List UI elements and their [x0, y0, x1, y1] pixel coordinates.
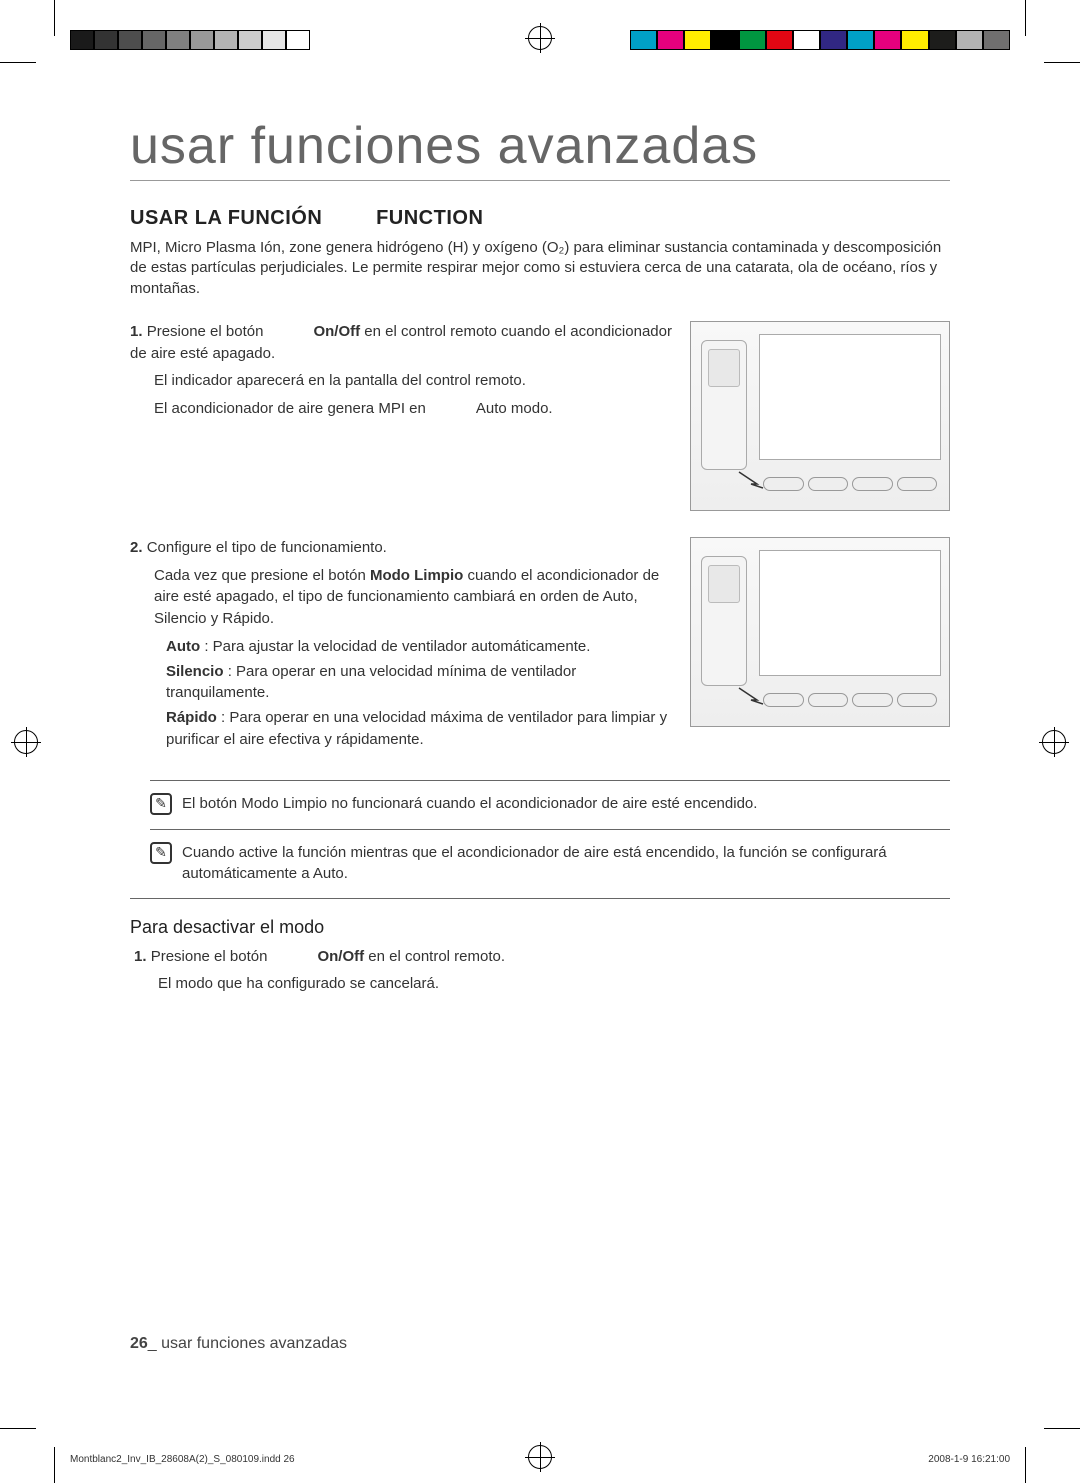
main-title: usar funciones avanzadas — [130, 116, 950, 181]
crop-mark — [1025, 0, 1026, 36]
note-2-text: Cuando active la función mientras que el… — [182, 842, 950, 884]
page-footer: 26_ usar funciones avanzadas — [130, 1335, 347, 1353]
swatch — [874, 30, 901, 50]
step-number: 1. — [130, 323, 143, 340]
imprint-date: 2008-1-9 16:21:00 — [928, 1454, 1010, 1465]
pointer-arrow-icon — [737, 686, 765, 706]
crop-mark — [0, 1428, 36, 1429]
page-number: 26 — [130, 1335, 148, 1352]
swatch — [793, 30, 820, 50]
gray-calibration-bar — [70, 30, 310, 50]
note-icon: ✎ — [150, 842, 172, 864]
crop-mark — [1044, 62, 1080, 63]
section-heading: USAR LA FUNCIÓN FUNCTION — [130, 207, 950, 230]
registration-mark-icon — [14, 730, 38, 754]
deactivate-steps: 1. Presione el botón On/Off en el contro… — [134, 946, 950, 996]
swatch — [142, 30, 166, 50]
mode-list: Auto : Para ajustar la velocidad de vent… — [166, 636, 672, 751]
intro-paragraph: MPI, Micro Plasma Ión, zone genera hidró… — [130, 238, 950, 299]
swatch — [983, 30, 1010, 50]
swatch — [956, 30, 983, 50]
swatch — [70, 30, 94, 50]
ac-unit-icon — [759, 334, 941, 460]
swatch — [286, 30, 310, 50]
note-icon: ✎ — [150, 793, 172, 815]
deactivate-heading: Para desactivar el modo — [130, 898, 950, 938]
swatch — [847, 30, 874, 50]
remote-icon — [701, 556, 747, 686]
imprint-filename: Montblanc2_Inv_IB_28608A(2)_S_080109.ind… — [70, 1454, 295, 1465]
pointer-arrow-icon — [737, 470, 765, 490]
swatch — [190, 30, 214, 50]
heading-part-b: FUNCTION — [376, 207, 483, 229]
swatch — [214, 30, 238, 50]
crop-mark — [54, 1447, 55, 1483]
swatch — [630, 30, 657, 50]
color-calibration-bar — [630, 30, 1010, 50]
swatch — [118, 30, 142, 50]
note-1-text: El botón Modo Limpio no funcionará cuand… — [182, 793, 757, 814]
swatch — [657, 30, 684, 50]
swatch — [901, 30, 928, 50]
device-illustration-2 — [690, 537, 950, 727]
step-number: 2. — [130, 539, 143, 556]
control-panel-icon — [759, 682, 941, 718]
registration-mark-icon — [528, 26, 552, 50]
step-1: 1. Presione el botón On/Off en el contro… — [130, 321, 950, 511]
note-2: ✎ Cuando active la función mientras que … — [150, 829, 950, 884]
swatch — [238, 30, 262, 50]
crop-mark — [1044, 1428, 1080, 1429]
swatch — [684, 30, 711, 50]
step-2: 2. Configure el tipo de funcionamiento. … — [130, 537, 950, 754]
swatch — [929, 30, 956, 50]
swatch — [166, 30, 190, 50]
crop-mark — [1025, 1447, 1026, 1483]
crop-mark — [0, 62, 36, 63]
registration-mark-icon — [1042, 730, 1066, 754]
step-1-text: 1. Presione el botón On/Off en el contro… — [130, 321, 672, 426]
registration-mark-icon — [528, 1445, 552, 1469]
swatch — [711, 30, 738, 50]
swatch — [94, 30, 118, 50]
device-illustration-1 — [690, 321, 950, 511]
heading-part-a: USAR LA FUNCIÓN — [130, 207, 370, 230]
crop-mark — [54, 0, 55, 36]
swatch — [262, 30, 286, 50]
remote-icon — [701, 340, 747, 470]
swatch — [766, 30, 793, 50]
swatch — [739, 30, 766, 50]
page-content: usar funciones avanzadas USAR LA FUNCIÓN… — [60, 70, 1020, 1423]
swatch — [820, 30, 847, 50]
note-1: ✎ El botón Modo Limpio no funcionará cua… — [150, 780, 950, 815]
control-panel-icon — [759, 466, 941, 502]
step-2-text: 2. Configure el tipo de funcionamiento. … — [130, 537, 672, 754]
ac-unit-icon — [759, 550, 941, 676]
